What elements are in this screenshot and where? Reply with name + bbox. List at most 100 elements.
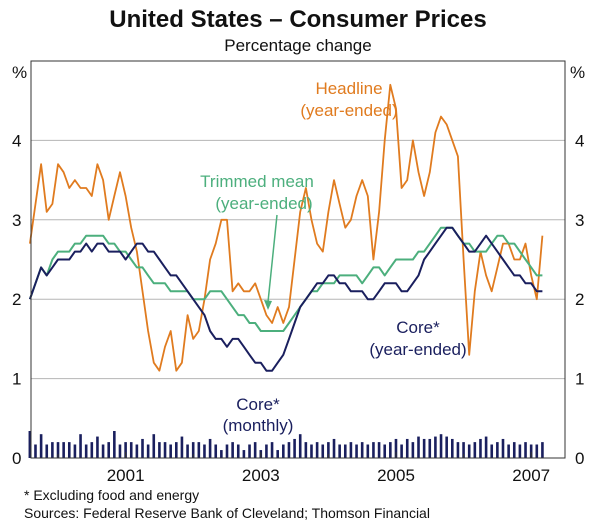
core-monthly-bar: [501, 438, 505, 458]
y-tick-label-right: 2: [575, 290, 584, 309]
series-lines: [28, 83, 544, 372]
y-tick-label-left: 4: [12, 131, 21, 150]
axis-ticks: 0 0 1 1 2 2 3 3 4 4 2001 2003 2005 2007: [12, 131, 584, 485]
headline-line: [29, 83, 544, 372]
core-monthly-bar: [45, 444, 49, 458]
core-monthly-bar: [225, 444, 229, 458]
y-tick-label-right: 1: [575, 370, 584, 389]
core-monthly-bar: [231, 442, 234, 458]
core-monthly-bar: [242, 450, 246, 458]
core-monthly-bar: [372, 442, 375, 458]
core-monthly-bar: [158, 442, 161, 458]
core-monthly-bar: [113, 431, 116, 458]
core-monthly-bar: [484, 436, 488, 458]
core-monthly-bar: [180, 436, 184, 458]
core-monthly-bar: [197, 442, 201, 458]
core-monthly-bar: [236, 444, 240, 458]
core-monthly-bar: [73, 444, 77, 458]
core-monthly-bar: [152, 434, 156, 458]
core-monthly-bar: [512, 442, 516, 458]
core-monthly-bar: [451, 438, 454, 458]
core-monthly-bar: [343, 444, 347, 458]
y-tick-label-left: 0: [12, 449, 21, 468]
x-tick-label: 2001: [107, 466, 145, 485]
y-tick-label-left: 2: [12, 290, 21, 309]
plot-frame: [30, 60, 566, 459]
core-monthly-bar: [366, 444, 370, 458]
core-monthly-bar: [146, 444, 150, 458]
chart-title: United States – Consumer Prices: [109, 6, 486, 33]
core-monthly-bar: [338, 444, 341, 458]
core-monthly-bar: [124, 442, 127, 458]
core-monthly-bar: [208, 438, 212, 458]
core-monthly-bar: [270, 442, 274, 458]
core-monthly-bar: [214, 444, 218, 458]
trimmed-mean-sublabel: (year-ended): [215, 194, 312, 213]
core-monthly-bar: [490, 444, 494, 458]
core-monthly-bar: [321, 444, 325, 458]
core-monthly-bar: [417, 436, 420, 458]
sources: Sources: Federal Reserve Bank of Clevela…: [24, 505, 430, 521]
core-monthly-bar: [175, 442, 178, 458]
core-monthly-bar: [349, 442, 353, 458]
core-monthly-bar: [135, 444, 139, 458]
core-monthly-bar: [141, 438, 144, 458]
trimmed-mean-arrow: [264, 214, 278, 310]
core-monthly-bar: [439, 434, 443, 458]
core-monthly-bar: [220, 450, 223, 458]
core-label: Core*: [396, 318, 440, 337]
core-monthly-bar: [422, 438, 426, 458]
core-monthly-bar: [400, 444, 403, 458]
core-monthly-bar: [293, 438, 296, 458]
core-monthly-bar: [332, 438, 336, 458]
core-monthly-bar: [389, 442, 392, 458]
core-monthly-bar: [51, 442, 54, 458]
y-tick-label-left: 3: [12, 211, 21, 230]
core-monthly-bar: [327, 442, 330, 458]
core-line: [28, 226, 543, 372]
core-monthly-bar: [203, 444, 206, 458]
trimmed-mean-label: Trimmed mean: [200, 172, 314, 191]
core-monthly-bar: [310, 444, 313, 458]
core-monthly-bar: [456, 442, 460, 458]
core-monthly-bar: [253, 442, 257, 458]
core-monthly-bar: [39, 434, 43, 458]
core-monthly-bar: [298, 434, 302, 458]
core-monthly-bar: [67, 442, 71, 458]
core-monthly-bar: [169, 444, 172, 458]
y-tick-label-right: 3: [575, 211, 584, 230]
core-monthly-bar: [186, 444, 189, 458]
y-unit-left: %: [12, 63, 27, 82]
core-monthly-bar: [383, 444, 387, 458]
core-monthly-bar: [529, 444, 533, 458]
core-monthly-bar: [405, 438, 409, 458]
core-monthly-bar: [479, 438, 482, 458]
core-monthly-bar: [34, 444, 37, 458]
y-tick-label-right: 0: [575, 449, 584, 468]
core-monthly-bar: [434, 436, 437, 458]
core-monthly-bar: [101, 444, 105, 458]
core-sublabel: (year-ended): [369, 340, 466, 359]
core-monthly-bar: [191, 442, 195, 458]
core-monthly-bar: [467, 444, 471, 458]
headline-sublabel: (year-ended): [300, 101, 397, 120]
y-tick-label-left: 1: [12, 370, 21, 389]
core-monthly-bar: [282, 444, 285, 458]
core-monthly-bar: [535, 444, 539, 458]
x-tick-label: 2003: [242, 466, 280, 485]
core-monthly-bar: [287, 442, 291, 458]
core-monthly-bar: [28, 431, 32, 458]
core-monthly-bars: [28, 431, 544, 458]
core-monthly-bar: [79, 434, 82, 458]
headline-label: Headline: [315, 79, 382, 98]
core-monthly-bar: [355, 444, 358, 458]
y-tick-label-right: 4: [575, 131, 584, 150]
core-monthly-bar: [96, 436, 99, 458]
core-monthly-bar: [445, 436, 448, 458]
x-tick-label: 2007: [512, 466, 550, 485]
core-monthly-bar: [84, 444, 88, 458]
core-monthly-bar: [411, 442, 415, 458]
core-monthly-bar: [107, 442, 111, 458]
core-monthly-bar: [541, 442, 544, 458]
